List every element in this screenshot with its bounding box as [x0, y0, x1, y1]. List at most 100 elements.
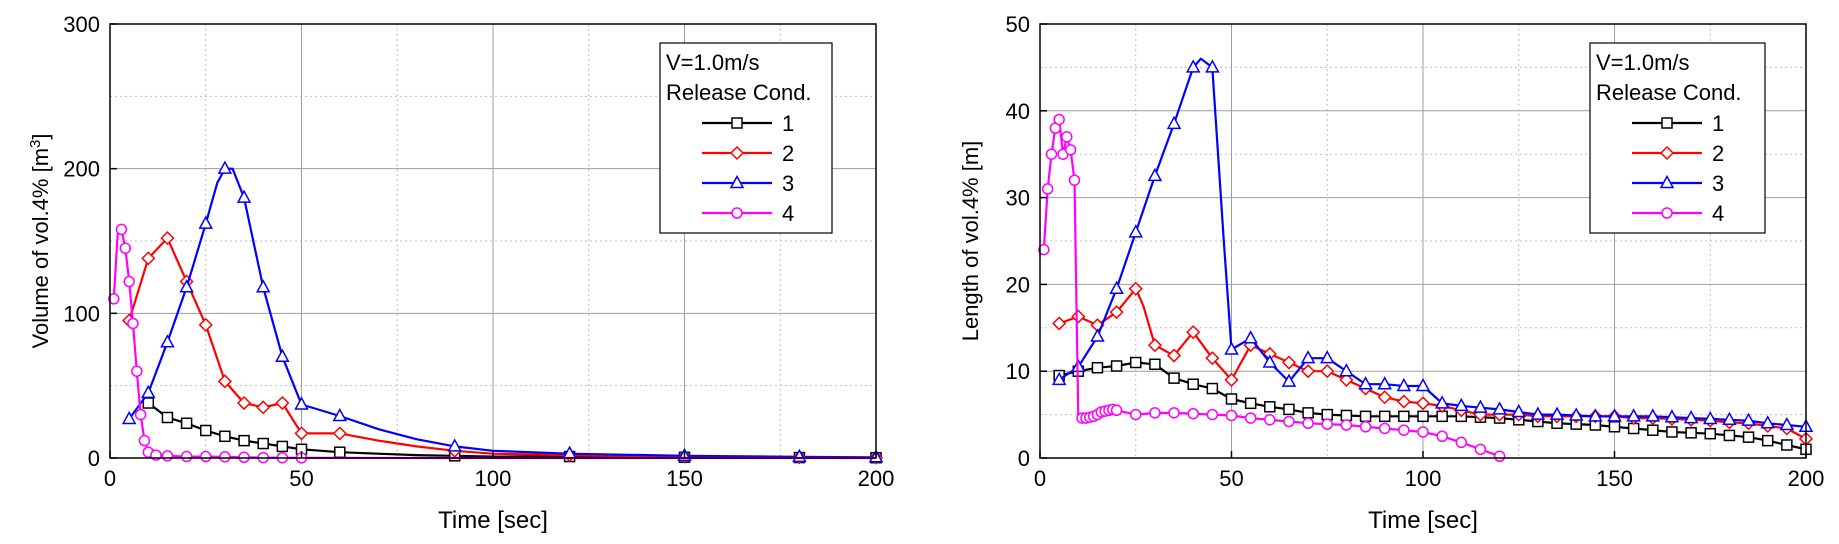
- chart2-series-3-point: [1434, 395, 1450, 409]
- chart2-series-2-point: [1186, 325, 1201, 340]
- chart1-legend-label-1: 1: [782, 111, 794, 136]
- chart1-series-1-point: [180, 417, 193, 430]
- chart2-series-2-point: [1377, 390, 1392, 405]
- chart2-series-2-point: [1281, 355, 1297, 370]
- chart2-legend-title: V=1.0m/s: [1596, 50, 1690, 75]
- chart2-series-1-point: [1091, 361, 1104, 374]
- chart1-series-2-point: [160, 231, 175, 246]
- chart2-series-1-point: [1283, 403, 1295, 416]
- chart2-series-3-point: [1454, 397, 1469, 412]
- chart1-series-4-point: [131, 365, 143, 377]
- chart2-series-2-point: [1147, 338, 1162, 353]
- chart2-series-4-point: [1149, 407, 1161, 419]
- chart2-series-1-point: [1666, 426, 1678, 438]
- chart2-series-4-point: [1340, 419, 1353, 431]
- chart1-y-tick-label: 100: [63, 301, 100, 326]
- chart2-series-2-point: [1052, 316, 1067, 331]
- chart2-series-4-point: [1041, 183, 1054, 195]
- chart1-legend-title: V=1.0m/s: [666, 50, 760, 75]
- chart2-y-tick-label: 40: [1006, 99, 1030, 124]
- chart2-series-2-point: [1109, 305, 1124, 320]
- chart1-series-1-point: [200, 424, 212, 437]
- chart2-series-4-point: [1493, 450, 1506, 463]
- chart2-series-3-point: [1607, 408, 1622, 422]
- chart1-series-2-point: [141, 251, 156, 266]
- chart2-series-3-point: [1185, 59, 1201, 73]
- chart1-y-tick-label: 200: [63, 157, 100, 182]
- chart2-series-3-point: [1702, 410, 1718, 425]
- chart1-series-4-point: [200, 450, 212, 463]
- chart2-series-1-point: [1723, 429, 1736, 442]
- chart1-x-tick-label: 50: [289, 466, 313, 491]
- chart1-series-4-point: [115, 223, 128, 236]
- chart1-legend-label-3: 3: [782, 171, 794, 196]
- chart2-legend-label-4: 4: [1712, 201, 1724, 226]
- chart2-series-3-point: [1224, 341, 1239, 355]
- chart2-series-4-point: [1436, 430, 1448, 443]
- chart2-series-2-point: [1396, 394, 1411, 409]
- chart2-legend-marker-3: [1659, 174, 1675, 189]
- chart2-series-3-point: [1588, 408, 1603, 422]
- chart2-series-4-point: [1061, 131, 1073, 143]
- chart1-series-4-point: [134, 408, 147, 421]
- chart1-series-4-point: [127, 317, 139, 330]
- chart2-legend-title: Release Cond.: [1596, 80, 1742, 105]
- chart2-series-4-point: [1068, 174, 1081, 186]
- chart2-series-4-point: [1378, 422, 1391, 435]
- chart2-series-2-point: [1320, 364, 1335, 379]
- chart1-series-2-point: [275, 395, 290, 411]
- chart2-series-3-point: [1166, 115, 1182, 130]
- chart2-series-3-point: [1396, 377, 1412, 392]
- chart2-series-2-point: [1339, 372, 1354, 387]
- chart2-series-4-point: [1168, 407, 1180, 419]
- chart1-legend-label-4: 4: [782, 201, 794, 226]
- chart2-legend-marker-2: [1659, 145, 1675, 161]
- chart2-series-3-point: [1568, 407, 1584, 421]
- chart2-series-4-point: [1302, 417, 1314, 430]
- chart2-series-1-point: [1302, 407, 1314, 419]
- chart1-series-1-point: [276, 440, 289, 453]
- chart2-series-3-point: [1205, 59, 1220, 73]
- chart2-series-1-point: [1781, 439, 1793, 451]
- chart1-y-tick-label: 300: [63, 12, 100, 37]
- chart1-series-1-point: [238, 434, 250, 447]
- chart2-series-3-point: [1281, 373, 1297, 387]
- chart2-series-3: [1051, 57, 1814, 433]
- chart2-series-2-point: [1166, 348, 1182, 363]
- chart2-series-3-point: [1128, 224, 1144, 238]
- chart2-series-2-point: [1415, 396, 1431, 411]
- chart2-series-4-point: [1187, 407, 1199, 420]
- chart1-series-1-point: [257, 437, 269, 450]
- chart2-series-2-point: [1301, 364, 1316, 379]
- chart2-series-4-point: [1110, 404, 1123, 417]
- chart2-series-1-point: [1244, 397, 1257, 410]
- chart2-series-3-point: [1645, 408, 1661, 422]
- chart2-series-1-line: [1058, 361, 1807, 451]
- chart1-series-3-point: [217, 160, 233, 174]
- chart2-series-4-point: [1206, 408, 1219, 421]
- chart2-series-4-point: [1244, 412, 1257, 424]
- chart1-series-4: [108, 223, 876, 464]
- chart1-legend-marker-2: [729, 145, 745, 161]
- chart2-series-3-point: [1319, 350, 1335, 364]
- chart1-series-2-point: [217, 374, 232, 389]
- chart1-series-4-point: [108, 293, 120, 305]
- chart1-series-3-point: [447, 438, 462, 452]
- chart2-x-tick-label: 200: [1788, 466, 1825, 491]
- chart1-series-3-point: [141, 384, 156, 399]
- chart1-legend: V=1.0m/s Release Cond. 1 2 3 4: [659, 42, 833, 234]
- chart2-series-4-point: [1417, 426, 1429, 438]
- chart1-series-4-point: [219, 451, 231, 463]
- chart1-x-tick-label: 100: [475, 466, 512, 491]
- chart2-legend: V=1.0m/s Release Cond. 1 2 3 4: [1589, 42, 1766, 234]
- chart1-series-3: [121, 160, 884, 463]
- chart1-x-tick-label: 200: [858, 466, 895, 491]
- chart1-series-2-point: [332, 426, 347, 441]
- chart2-series-1-point: [1685, 427, 1697, 439]
- chart1-series-2-point: [256, 400, 271, 415]
- chart2-series-1-point: [1340, 409, 1353, 422]
- chart2-series-1-point: [1704, 427, 1716, 440]
- chart1-legend-label-2: 2: [782, 141, 794, 166]
- chart1-y-axis-label-superscript: 3: [27, 140, 44, 148]
- chart1-x-axis-label: Time [sec]: [438, 507, 548, 534]
